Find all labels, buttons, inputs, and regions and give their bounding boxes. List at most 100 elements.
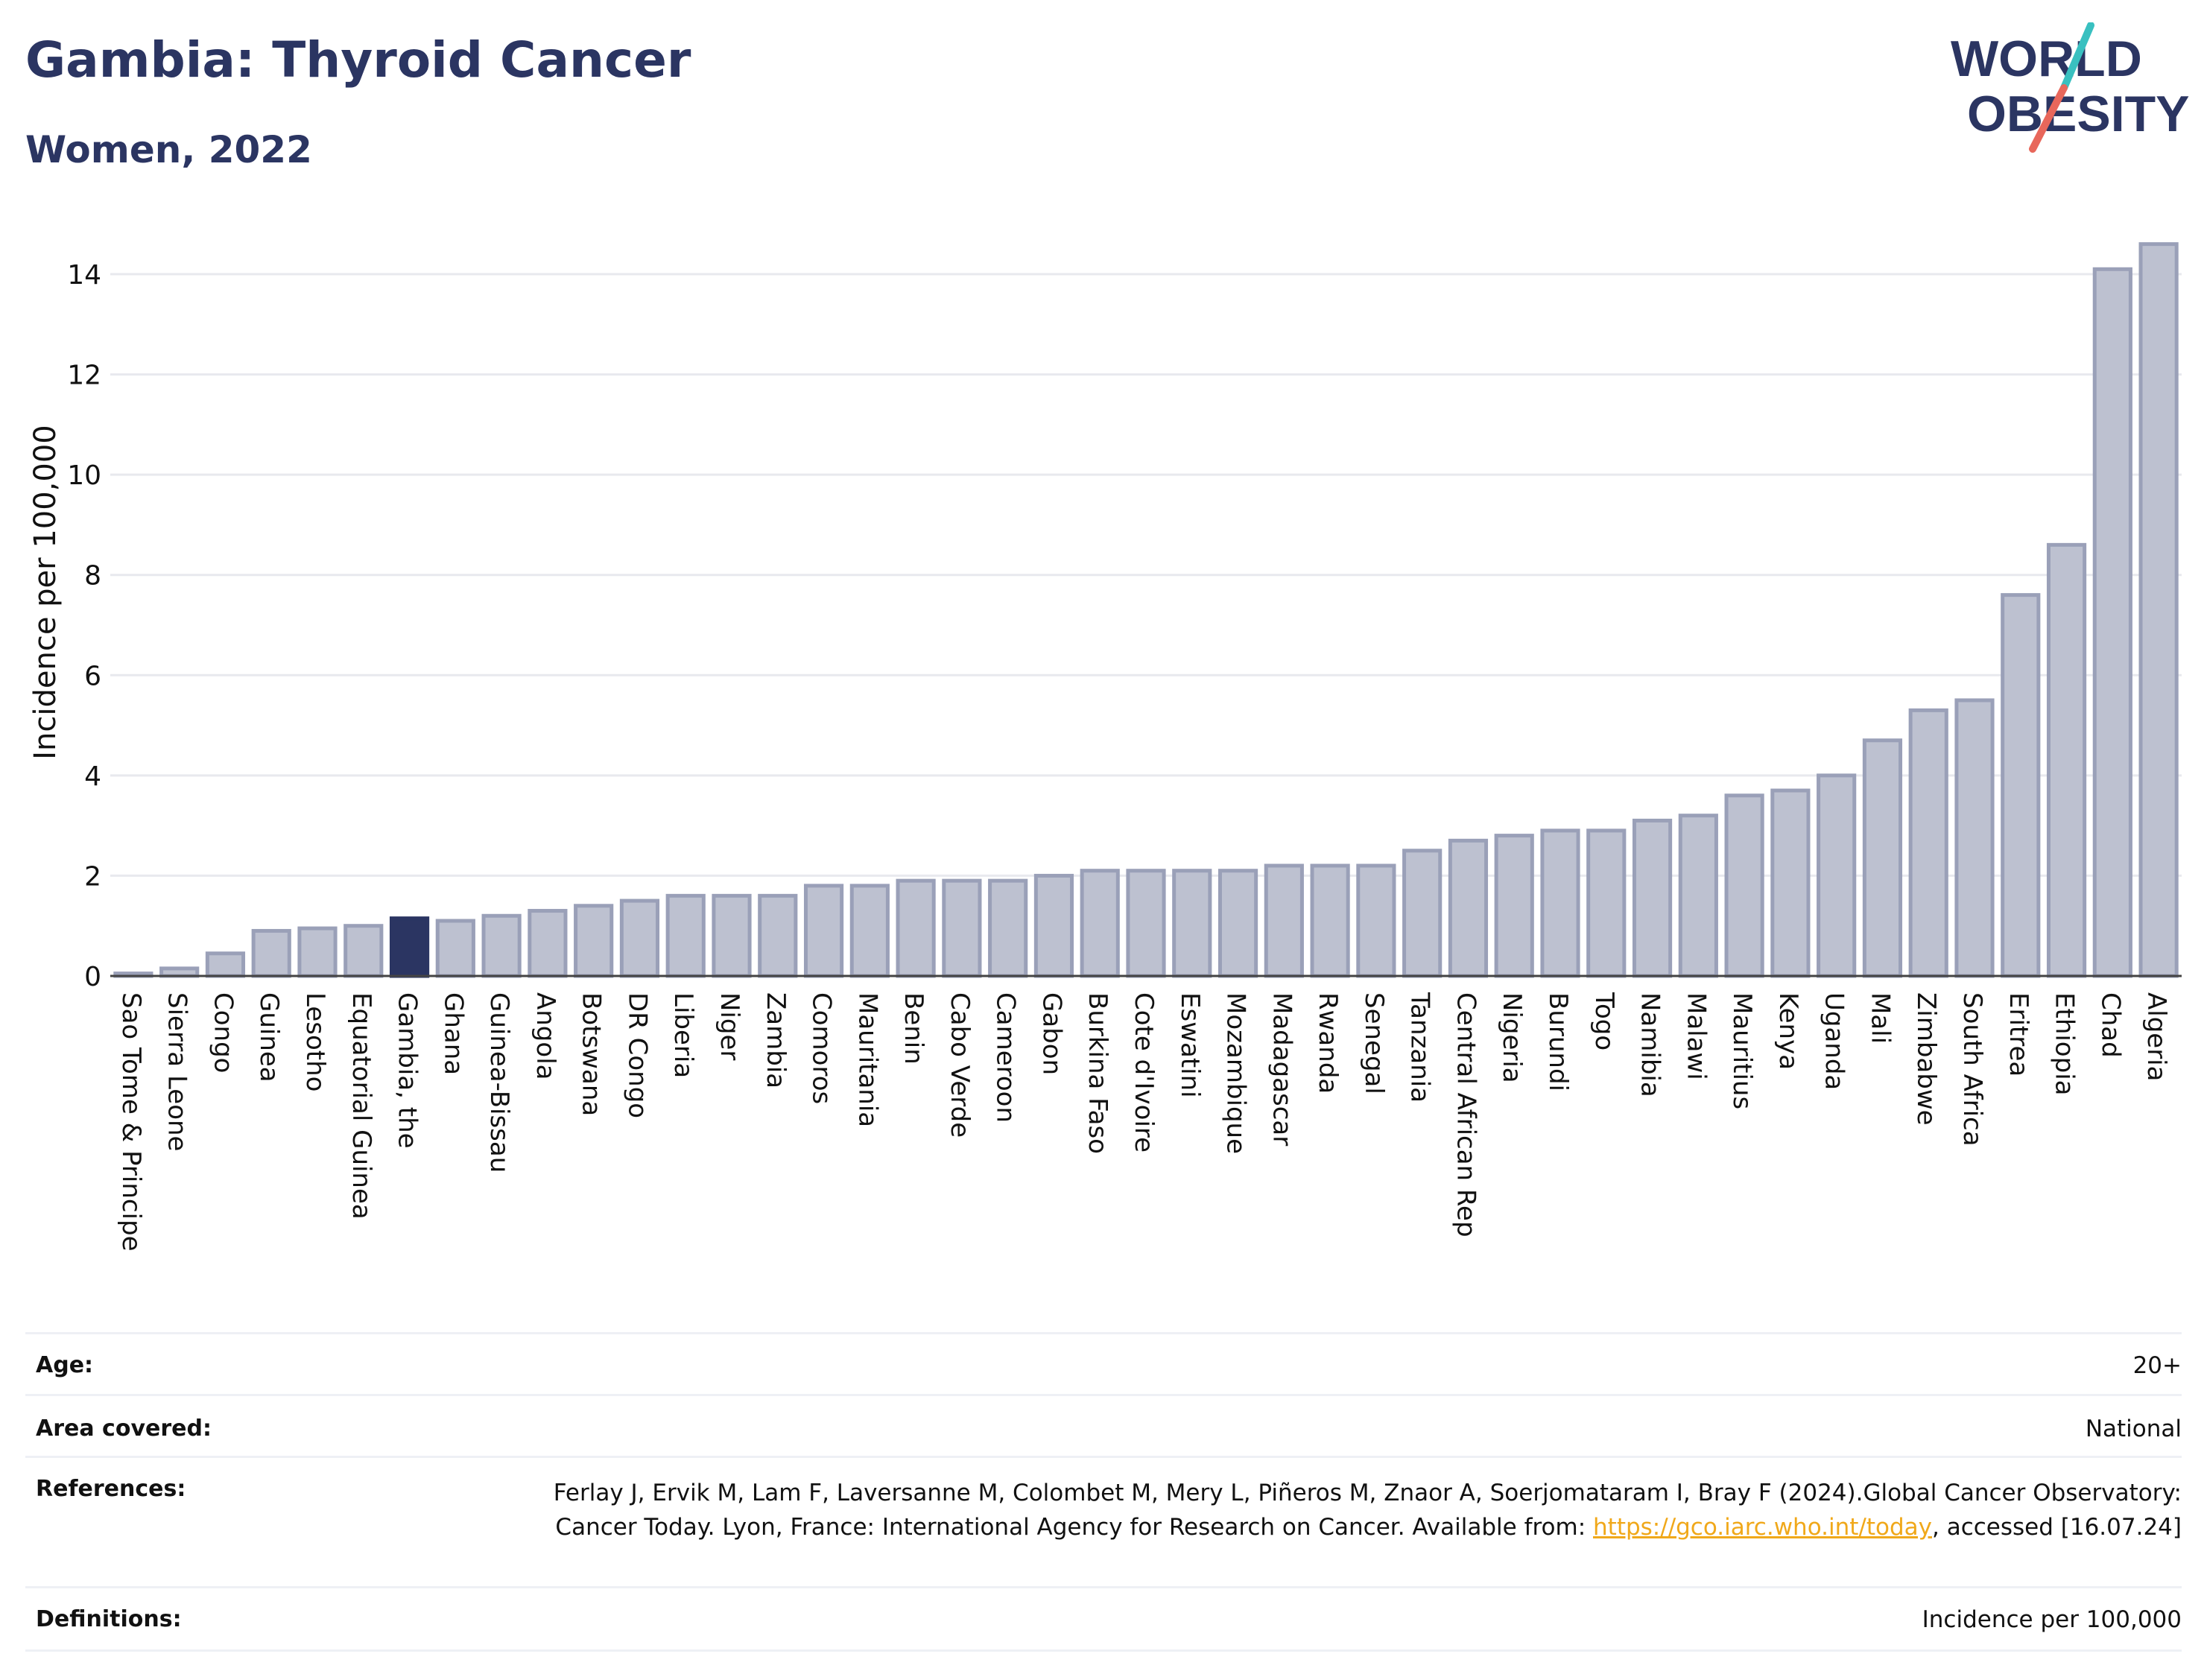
x-tick-label: Mauritania (852, 992, 882, 1127)
x-tick-label: Mali (1865, 992, 1895, 1044)
y-tick-labels: 0 2 4 6 8 10 12 14 (67, 260, 101, 992)
definitions-label: Definitions: (36, 1606, 182, 1632)
x-tick-label: Zimbabwe (1911, 992, 1941, 1126)
x-tick-label: Rwanda (1313, 992, 1343, 1094)
meta-row-area: Area covered: National (25, 1394, 2182, 1456)
references-text-part-1: Ferlay J, Ervik M, Lam F, Laversanne M, … (553, 1480, 2182, 1541)
x-tick-label: Botswana (577, 992, 607, 1116)
bar (988, 878, 1028, 978)
bar (2092, 267, 2132, 978)
y-tick-label: 10 (67, 460, 101, 491)
bar (1586, 828, 1627, 978)
bar (1033, 873, 1074, 978)
x-tick-label: Madagascar (1267, 992, 1296, 1146)
x-tick-label: Zambia (761, 992, 791, 1088)
bars (113, 242, 2179, 978)
x-tick-label: Guinea (254, 992, 284, 1083)
y-tick-label: 4 (84, 761, 101, 792)
logo-line-1: WORLD (1951, 31, 2142, 87)
area-label: Area covered: (36, 1416, 212, 1442)
x-tick-label: Central African Rep (1451, 992, 1481, 1237)
bar (1817, 773, 1857, 978)
x-tick-label: Ethiopia (2050, 992, 2080, 1095)
references-link[interactable]: https://gco.iarc.who.int/today (1593, 1514, 1932, 1541)
bar (896, 878, 936, 978)
y-tick-label: 0 (84, 962, 101, 992)
x-tick-label: Chad (2095, 992, 2125, 1058)
x-tick-label: DR Congo (622, 992, 652, 1118)
x-tick-label: Mozambique (1221, 992, 1251, 1154)
logo-slash-top (2060, 22, 2094, 92)
x-tick-label: Ghana (438, 992, 468, 1075)
age-label: Age: (36, 1352, 94, 1378)
bar (1678, 814, 1718, 978)
y-axis-label: Incidence per 100,000 (28, 425, 63, 760)
y-tick-label: 8 (84, 561, 101, 592)
bar (1126, 869, 1166, 978)
logo-line-2: OBESITY (1967, 86, 2190, 142)
bar (251, 928, 291, 978)
chart-title: Gambia: Thyroid Cancer (25, 31, 691, 89)
definitions-value: Incidence per 100,000 (1922, 1606, 2182, 1633)
x-tick-label: Guinea-Bissau (484, 992, 514, 1173)
bar (1724, 793, 1764, 978)
bar (1356, 863, 1396, 978)
bar (1402, 849, 1443, 978)
bar (665, 893, 706, 978)
x-tick-label: Mauritius (1727, 992, 1757, 1109)
references-label: References: (36, 1476, 186, 1502)
meta-row-definitions: Definitions: Incidence per 100,000 (25, 1586, 2182, 1652)
bar (1908, 708, 1948, 978)
x-tick-label: Liberia (668, 992, 698, 1078)
bar (159, 966, 200, 978)
y-tick-label: 6 (84, 661, 101, 691)
bar (343, 924, 384, 978)
x-tick-label: Gabon (1036, 992, 1066, 1075)
x-tick-label: Cameroon (991, 992, 1021, 1123)
chart-subtitle: Women, 2022 (25, 128, 312, 171)
x-tick-label: Benin (899, 992, 928, 1065)
bar-chart: 0 2 4 6 8 10 12 14 Sao Tome & Principe Sierra Le… (28, 242, 2182, 1252)
x-tick-label: Sao Tome & Principe (116, 992, 146, 1252)
bar (1080, 869, 1120, 978)
bar (1862, 738, 1903, 978)
bar (1954, 698, 1995, 978)
x-tick-label: Namibia (1635, 992, 1665, 1097)
bar (712, 893, 752, 978)
x-tick-label: Malawi (1681, 992, 1711, 1080)
x-tick-label: Kenya (1773, 992, 1803, 1070)
area-value: National (2085, 1416, 2182, 1442)
x-tick-label: Uganda (1820, 992, 1849, 1090)
bar (803, 884, 844, 978)
x-tick-label: Algeria (2141, 992, 2171, 1081)
bar (2046, 542, 2087, 978)
age-value: 20+ (2132, 1352, 2182, 1379)
bar (1172, 869, 1212, 978)
references-text: Ferlay J, Ervik M, Lam F, Laversanne M, … (542, 1458, 2182, 1544)
bar (619, 898, 660, 978)
bar (528, 909, 568, 978)
bar (849, 884, 890, 978)
x-tick-labels: Sao Tome & Principe Sierra Leone Congo Guin… (116, 992, 2171, 1252)
meta-row-references: References: Ferlay J, Ervik M, Lam F, La… (25, 1456, 2182, 1586)
bar (1632, 818, 1673, 978)
x-tick-label: Gambia, the (393, 992, 422, 1149)
bar (574, 904, 614, 978)
x-tick-label: Cote d'Ivoire (1129, 992, 1159, 1153)
bar (1540, 828, 1580, 978)
bar (758, 893, 798, 978)
x-tick-label: Eritrea (2004, 992, 2033, 1077)
x-tick-label: Congo (208, 992, 238, 1073)
bar (1494, 834, 1534, 978)
bar-highlight (389, 916, 430, 978)
x-tick-label: Angola (531, 992, 560, 1080)
bar (435, 919, 475, 978)
x-tick-label: Cabo Verde (945, 992, 975, 1138)
bar (1217, 869, 1258, 978)
bar (1448, 838, 1489, 978)
y-tick-label: 2 (84, 861, 101, 892)
x-tick-label: Niger (715, 992, 744, 1060)
x-tick-label: Togo (1589, 992, 1619, 1050)
x-tick-label: Tanzania (1405, 992, 1435, 1103)
x-tick-label: Equatorial Guinea (346, 992, 376, 1220)
